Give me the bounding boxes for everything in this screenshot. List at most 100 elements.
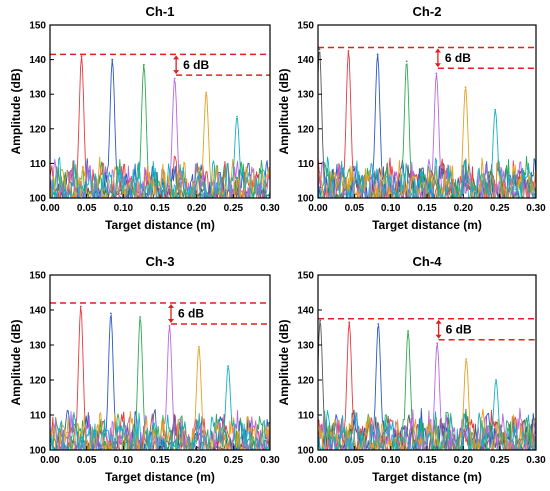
arrow-head-down (434, 63, 441, 68)
peak-point (198, 345, 200, 348)
series-line (318, 324, 536, 450)
arrow-head-up (434, 48, 441, 53)
x-tick-label: 0.20 (454, 203, 474, 214)
peak-point (139, 316, 142, 318)
y-tick-label: 110 (298, 411, 315, 422)
series-line (50, 366, 270, 450)
y-tick-label: 150 (29, 21, 46, 32)
x-tick-label: 0.05 (77, 455, 97, 466)
x-tick-label: 0.25 (224, 203, 244, 214)
level-difference-label: 6 dB (178, 307, 204, 321)
x-tick-label: 0.00 (40, 455, 60, 466)
y-tick-label: 150 (297, 21, 314, 32)
y-axis-label: Amplitude (dB) (9, 320, 23, 406)
peak-point (227, 365, 230, 367)
chart-title: Ch-1 (146, 4, 175, 19)
x-axis-label: Target distance (m) (105, 470, 215, 484)
chart-panel-2: 6 dB 0.00 0.05 0.10 0.15 0.20 0.25 0.30 100 110 12… (277, 4, 546, 232)
chart-title: Ch-2 (413, 4, 442, 19)
x-tick-label: 0.30 (260, 203, 280, 214)
chart-panel-3: 6 dB 0.00 0.05 0.10 0.15 0.20 0.25 0.30 100 110 12… (9, 254, 280, 484)
y-tick-label: 140 (29, 306, 46, 317)
y-tick-label: 140 (29, 55, 46, 66)
chart-title: Ch-3 (146, 254, 175, 269)
y-tick-label: 100 (297, 194, 314, 205)
y-tick-label: 140 (297, 306, 314, 317)
series-line (50, 317, 270, 450)
x-axis-label: Target distance (m) (372, 218, 482, 232)
x-tick-label: 0.15 (150, 455, 170, 466)
x-tick-label: 0.05 (77, 203, 97, 214)
peak-point (110, 312, 112, 315)
arrow-head-up (435, 319, 442, 324)
arrow-head-down (168, 319, 174, 323)
x-axis-label: Target distance (m) (105, 218, 215, 232)
x-tick-label: 0.25 (224, 455, 244, 466)
peak-point (79, 305, 82, 308)
x-tick-label: 0.30 (526, 203, 546, 214)
peak-point (465, 358, 468, 360)
peak-point (436, 342, 439, 345)
x-tick-label: 0.30 (526, 455, 546, 466)
peak-point (319, 319, 322, 322)
x-tick-label: 0.20 (187, 203, 207, 214)
y-tick-label: 140 (297, 55, 314, 66)
peak-point (464, 86, 467, 89)
x-tick-label: 0.15 (417, 455, 437, 466)
peak-point (435, 72, 438, 75)
chart-title: Ch-4 (413, 254, 443, 269)
y-tick-label: 150 (29, 271, 46, 282)
peak-point (318, 48, 321, 51)
traces (318, 319, 536, 450)
x-tick-label: 0.25 (490, 455, 510, 466)
level-difference-label: 6 dB (445, 51, 471, 65)
peak-point (494, 108, 497, 111)
x-tick-label: 0.25 (490, 203, 510, 214)
x-tick-label: 0.20 (454, 455, 474, 466)
peak-point (348, 321, 351, 324)
y-axis-label: Amplitude (dB) (277, 320, 291, 406)
series-line (50, 79, 270, 198)
chart-panel-1: 6 dB 0.00 0.05 0.10 0.15 0.20 0.25 0.30 100 110 12… (9, 4, 280, 232)
x-axis-label: Target distance (m) (372, 470, 482, 484)
x-tick-label: 0.15 (150, 203, 170, 214)
traces (50, 55, 270, 198)
peak-point (405, 60, 408, 63)
series-line (318, 379, 536, 450)
x-tick-label: 0.15 (417, 203, 437, 214)
x-tick-label: 0.05 (345, 203, 365, 214)
peak-point (80, 55, 83, 57)
arrow-head-up (173, 55, 180, 60)
arrow-head-up (168, 304, 174, 308)
peak-point (495, 379, 497, 381)
y-tick-label: 150 (297, 271, 314, 282)
peak-point (111, 58, 114, 61)
y-tick-label: 120 (297, 376, 314, 387)
y-tick-label: 130 (29, 341, 46, 352)
y-tick-label: 110 (30, 411, 47, 422)
x-tick-label: 0.30 (260, 455, 280, 466)
arrow-head-down (435, 334, 442, 339)
peak-point (236, 115, 238, 118)
y-tick-label: 100 (29, 446, 46, 457)
peak-point (168, 324, 171, 327)
x-tick-label: 0.10 (381, 455, 401, 466)
traces (318, 48, 536, 198)
y-tick-label: 130 (297, 341, 314, 352)
peak-point (143, 63, 145, 66)
series-line (318, 109, 536, 198)
x-tick-label: 0.10 (381, 203, 401, 214)
x-tick-label: 0.20 (187, 455, 207, 466)
x-tick-label: 0.00 (308, 203, 328, 214)
y-axis-label: Amplitude (dB) (277, 69, 291, 155)
y-tick-label: 120 (297, 124, 314, 135)
peak-point (205, 91, 208, 94)
peak-point (407, 330, 409, 332)
peak-point (347, 50, 350, 52)
y-tick-label: 100 (29, 194, 46, 205)
y-tick-label: 110 (30, 159, 47, 170)
x-tick-label: 0.10 (114, 203, 134, 214)
y-tick-label: 130 (29, 90, 46, 101)
level-difference-label: 6 dB (446, 322, 472, 336)
